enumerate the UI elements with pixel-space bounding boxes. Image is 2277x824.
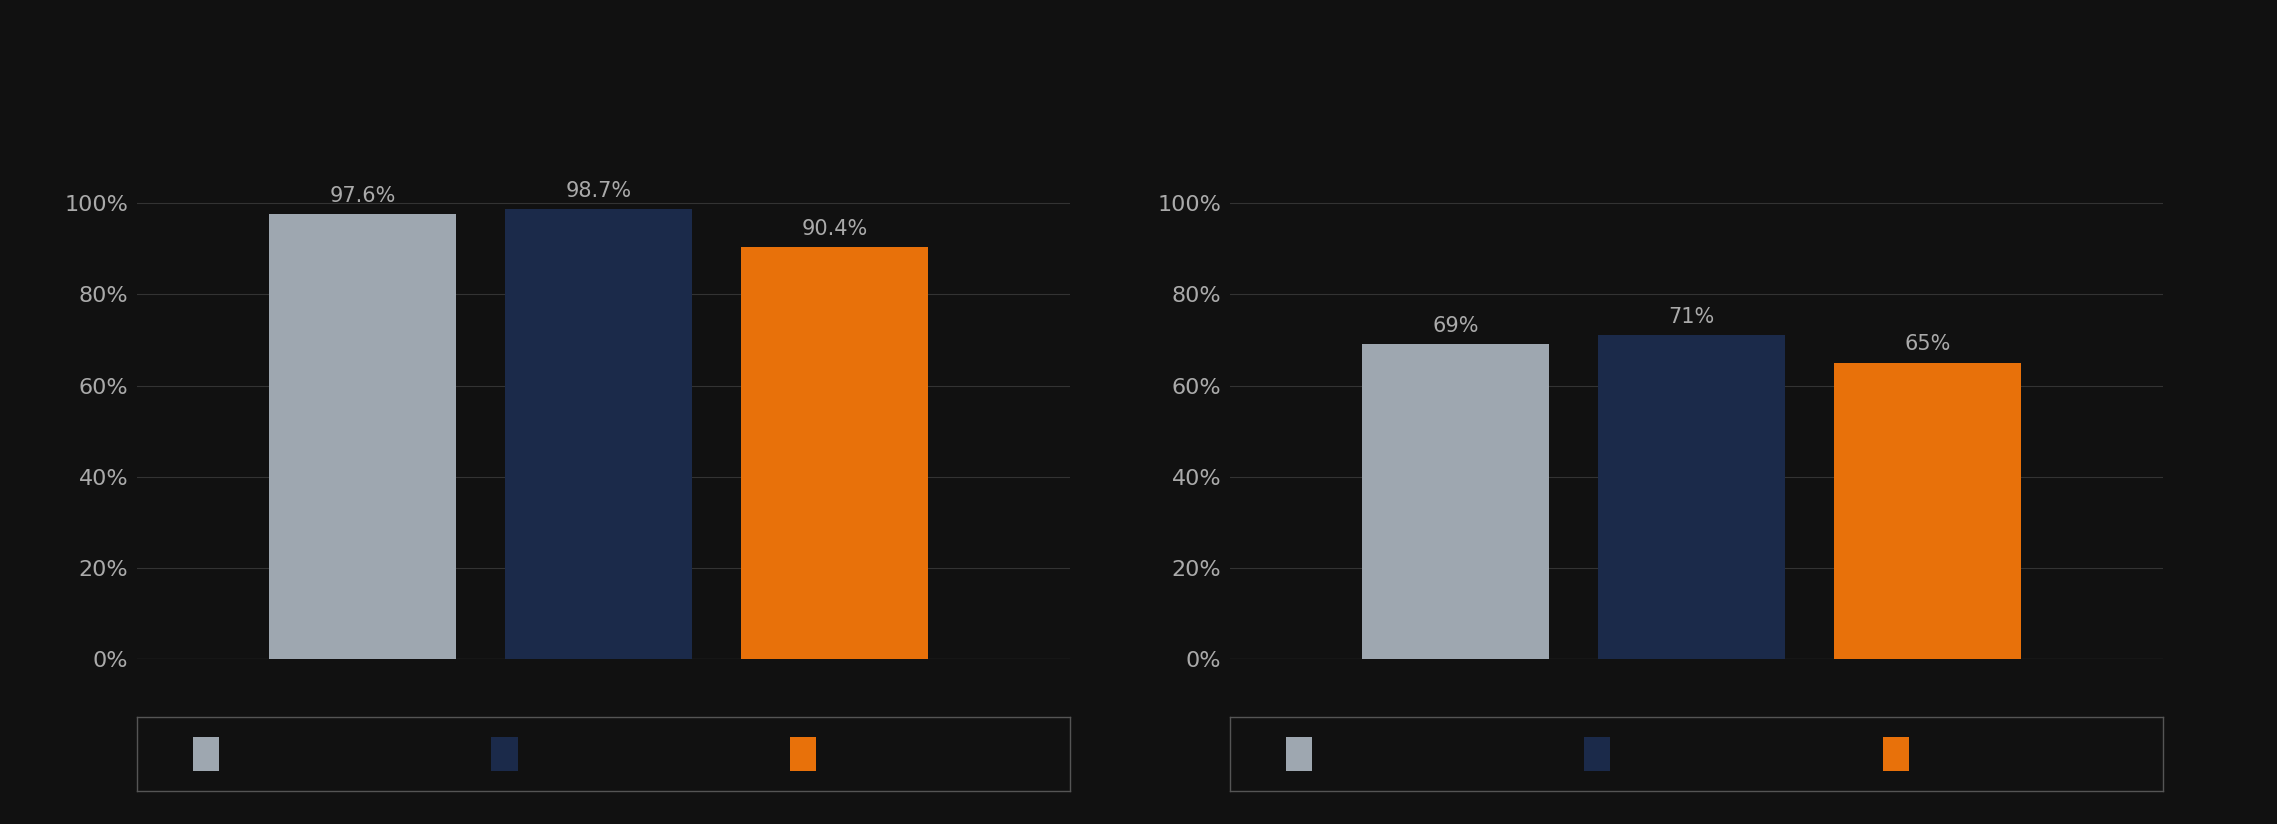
Text: 98.7%: 98.7%: [565, 180, 631, 201]
Bar: [1833, 363, 2020, 659]
Text: 69%: 69%: [1432, 316, 1478, 336]
Text: 97.6%: 97.6%: [330, 185, 396, 206]
Bar: [269, 214, 455, 659]
Bar: [505, 209, 692, 659]
FancyBboxPatch shape: [194, 737, 219, 770]
FancyBboxPatch shape: [790, 737, 815, 770]
FancyBboxPatch shape: [1883, 737, 1908, 770]
Text: 71%: 71%: [1669, 307, 1715, 327]
FancyBboxPatch shape: [492, 737, 517, 770]
FancyBboxPatch shape: [1585, 737, 1610, 770]
Bar: [740, 247, 927, 659]
Bar: [1598, 335, 1785, 659]
FancyBboxPatch shape: [1287, 737, 1312, 770]
Text: 90.4%: 90.4%: [802, 218, 868, 239]
Text: 65%: 65%: [1904, 335, 1951, 354]
Bar: [1362, 344, 1548, 659]
